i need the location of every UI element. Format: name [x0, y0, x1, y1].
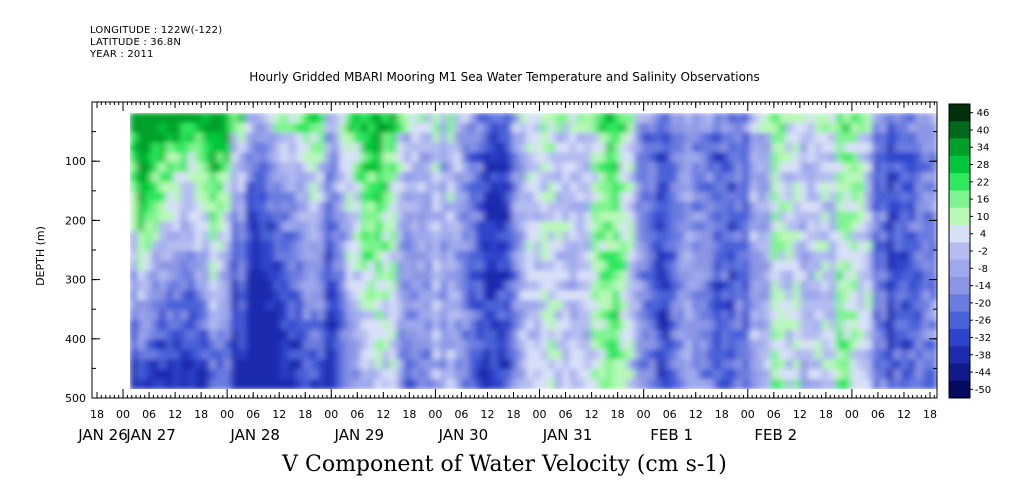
x-hour-tick-label: 06	[142, 408, 156, 421]
colorbar-swatch	[949, 294, 970, 312]
colorbar-label: 34	[977, 143, 990, 154]
x-hour-tick-label: 12	[585, 408, 599, 421]
x-hour-tick-label: 06	[559, 408, 573, 421]
x-date-label: JAN 27	[125, 426, 176, 444]
y-tick-label: 100	[65, 155, 86, 168]
x-hour-tick-label: 18	[715, 408, 729, 421]
x-hour-tick-label: 12	[272, 408, 286, 421]
colorbar-label: -2	[978, 247, 988, 258]
colorbar: 46 40 34 28 22 16 10 4 -2 -8 -14 -20 -26 -32 -38 -44 -50	[948, 103, 991, 399]
heatmap	[130, 113, 937, 389]
colorbar-swatch	[949, 311, 970, 330]
colorbar-label: -44	[975, 368, 991, 379]
x-date-label: JAN 29	[334, 426, 385, 444]
colorbar-label: -26	[975, 316, 991, 327]
x-date-label: FEB 2	[754, 426, 797, 444]
colorbar-label: 40	[977, 125, 990, 136]
x-date-label: JAN 26	[77, 426, 128, 444]
x-hour-tick-label: 18	[298, 408, 312, 421]
colorbar-swatch	[949, 346, 970, 364]
x-hour-tick-label: 18	[819, 408, 833, 421]
x-hour-tick-label: 18	[507, 408, 521, 421]
y-tick-label: 300	[65, 274, 86, 287]
colorbar-label: 16	[977, 195, 990, 206]
x-axis-title: V Component of Water Velocity (cm s-1)	[282, 452, 727, 477]
x-hour-tick-label: 06	[246, 408, 260, 421]
colorbar-swatch	[949, 207, 970, 226]
x-hour-tick-label: 00	[428, 408, 442, 421]
colorbar-swatch	[949, 242, 970, 260]
colorbar-label: -32	[975, 333, 991, 344]
colorbar-label: -20	[975, 298, 991, 309]
latitude-label: LATITUDE : 36.8N	[90, 37, 182, 48]
year-label: YEAR : 2011	[90, 49, 154, 60]
x-hour-tick-label: 18	[611, 408, 625, 421]
x-hour-tick-label: 18	[194, 408, 208, 421]
x-hour-tick-label: 12	[897, 408, 911, 421]
colorbar-label: 22	[977, 177, 990, 188]
colorbar-swatch	[949, 363, 970, 381]
colorbar-label: 28	[977, 160, 990, 171]
x-hour-tick-label: 00	[324, 408, 338, 421]
colorbar-label: 4	[980, 229, 986, 240]
colorbar-label: -38	[975, 350, 991, 361]
colorbar-swatch	[949, 259, 970, 278]
x-hour-tick-label: 00	[220, 408, 234, 421]
x-hour-tick-label: 06	[871, 408, 885, 421]
x-hour-tick-label: 06	[350, 408, 364, 421]
x-hour-tick-label: 00	[845, 408, 859, 421]
colorbar-label: -14	[975, 281, 991, 292]
colorbar-swatch	[949, 190, 970, 209]
x-hour-tick-label: 00	[533, 408, 547, 421]
colorbar-label: -8	[978, 264, 988, 275]
x-hour-tick-label: 06	[454, 408, 468, 421]
x-date-label: JAN 31	[542, 426, 593, 444]
x-hour-tick-label: 00	[637, 408, 651, 421]
colorbar-label: 10	[977, 212, 990, 223]
colorbar-swatch	[949, 173, 970, 191]
x-hour-tick-label: 06	[767, 408, 781, 421]
colorbar-swatch	[949, 155, 970, 174]
x-hour-tick-label: 18	[90, 408, 104, 421]
x-hour-tick-label: 12	[793, 408, 807, 421]
y-axis-label: DEPTH (m)	[34, 226, 47, 286]
longitude-label: LONGITUDE : 122W(-122)	[90, 25, 223, 36]
x-hour-tick-label: 18	[402, 408, 416, 421]
x-hour-tick-label: 12	[480, 408, 494, 421]
colorbar-swatch	[949, 138, 970, 157]
x-date-label: JAN 30	[438, 426, 489, 444]
colorbar-swatch	[949, 276, 970, 295]
x-hour-tick-label: 12	[168, 408, 182, 421]
x-hour-tick-label: 00	[741, 408, 755, 421]
x-hour-tick-label: 06	[663, 408, 677, 421]
y-tick-label: 500	[65, 392, 86, 405]
y-tick-label: 400	[65, 333, 86, 346]
x-date-label: JAN 28	[229, 426, 280, 444]
x-date-label: FEB 1	[650, 426, 693, 444]
colorbar-swatch	[949, 380, 970, 399]
x-hour-tick-label: 18	[923, 408, 937, 421]
y-tick-label: 200	[65, 214, 86, 227]
x-hour-tick-label: 00	[116, 408, 130, 421]
colorbar-label: 46	[977, 108, 990, 119]
colorbar-label: -50	[975, 385, 991, 396]
x-hour-tick-label: 12	[689, 408, 703, 421]
colorbar-swatch	[949, 121, 970, 139]
chart-title: Hourly Gridded MBARI Mooring M1 Sea Wate…	[249, 70, 760, 84]
colorbar-swatch	[949, 104, 970, 122]
colorbar-swatch	[949, 225, 970, 243]
colorbar-swatch	[949, 328, 970, 347]
x-hour-tick-label: 12	[376, 408, 390, 421]
